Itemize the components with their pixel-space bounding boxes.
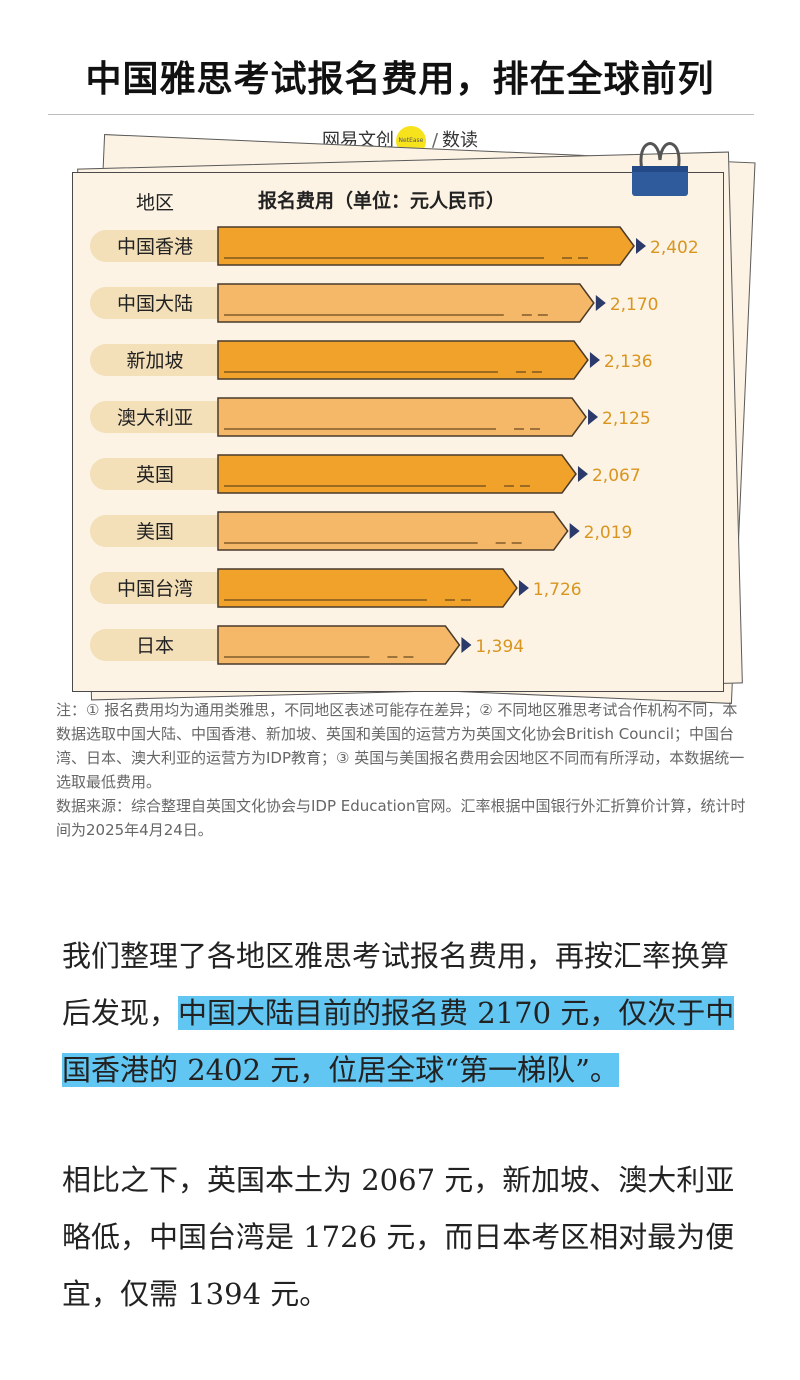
category-label: 新加坡: [126, 350, 183, 372]
paragraph-1: 我们整理了各地区雅思考试报名费用，再按汇率换算后发现，中国大陆目前的报名费 21…: [62, 928, 752, 1099]
category-label: 日本: [136, 635, 174, 657]
category-label: 中国香港: [117, 236, 193, 258]
category-label: 英国: [136, 464, 174, 486]
bar-arrowhead: [461, 637, 472, 653]
value-label: 2,402: [650, 238, 699, 258]
value-label: 2,019: [584, 523, 633, 543]
category-label: 澳大利亚: [117, 407, 193, 429]
brand-right: 数读: [442, 130, 479, 151]
bar: [217, 397, 587, 437]
value-label: 1,726: [533, 580, 582, 600]
category-label: 美国: [136, 521, 174, 543]
category-label: 中国大陆: [117, 293, 193, 315]
bar-arrowhead: [588, 409, 599, 425]
bar: [217, 340, 589, 380]
fee-header: 报名费用（单位：元人民币）: [258, 190, 506, 212]
value-label: 1,394: [475, 637, 524, 657]
divider: [48, 114, 754, 115]
value-label: 2,170: [610, 295, 659, 315]
bar: [217, 568, 518, 608]
bar-arrowhead: [589, 352, 600, 368]
bar: [217, 226, 635, 266]
notes-text: 注：① 报名费用均为通用类雅思，不同地区表述可能存在差异；② 不同地区雅思考试合…: [56, 701, 745, 791]
bar-arrowhead: [569, 523, 580, 539]
category-label: 中国台湾: [117, 578, 193, 600]
bar: [217, 511, 569, 551]
paragraph-2: 相比之下，英国本土为 2067 元，新加坡、澳大利亚略低，中国台湾是 1726 …: [62, 1163, 735, 1311]
value-label: 2,136: [604, 352, 653, 372]
bar: [217, 454, 577, 494]
bar-arrowhead: [518, 580, 529, 596]
headline: 中国雅思考试报名费用，排在全球前列: [85, 59, 715, 100]
data-source: 数据来源：综合整理自英国文化协会与IDP Education官网。汇率根据中国银…: [56, 797, 746, 839]
value-label: 2,067: [592, 466, 641, 486]
chart-notes: 注：① 报名费用均为通用类雅思，不同地区表述可能存在差异；② 不同地区雅思考试合…: [56, 698, 746, 842]
region-header: 地区: [136, 192, 175, 214]
value-label: 2,125: [602, 409, 651, 429]
bar-arrowhead: [636, 238, 646, 254]
paragraph-1-text: 我们整理了各地区雅思考试报名费用，再按汇率换算后发现，: [62, 939, 730, 1030]
binder-clip-icon: [632, 142, 688, 196]
bar: [217, 625, 461, 665]
bar-arrowhead: [577, 466, 588, 482]
bar: [217, 283, 595, 323]
bar-arrowhead: [595, 295, 606, 311]
bar-chart: 中国香港 2,402 中国大陆 2,170 新加坡 2,136 澳大利亚 2,125 英国 2,0…: [90, 226, 699, 665]
